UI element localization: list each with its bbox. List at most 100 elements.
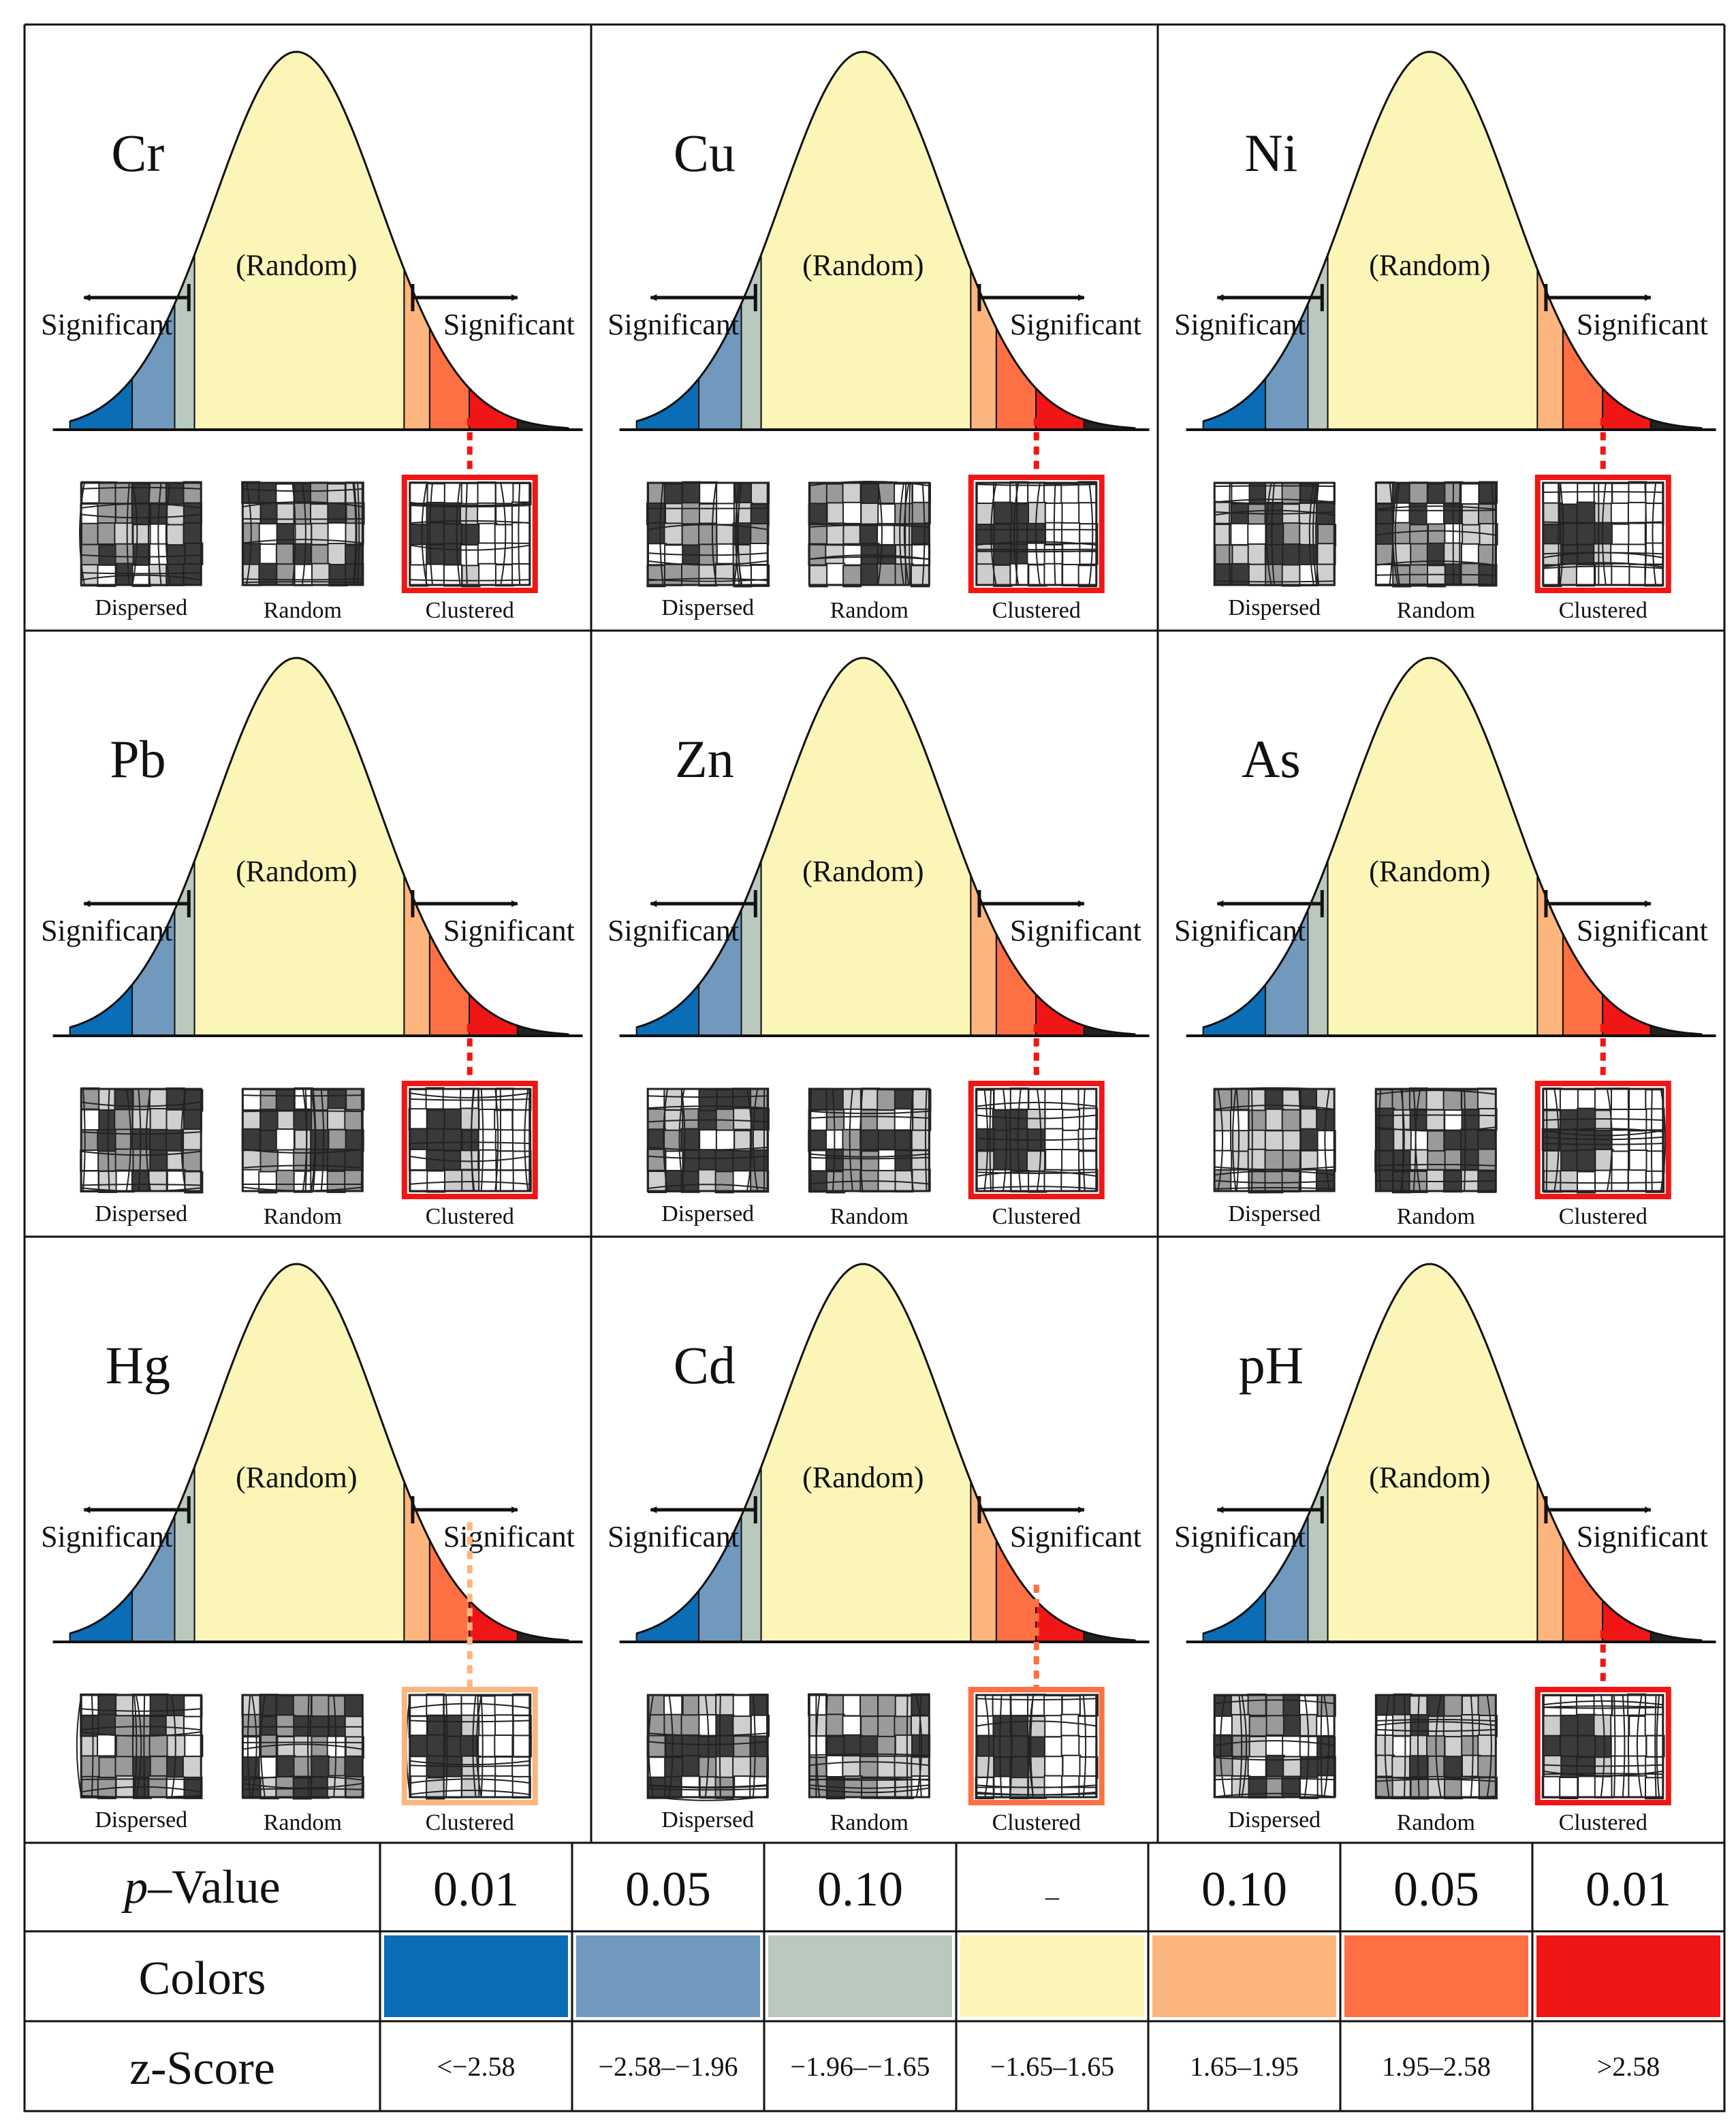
map-cell (98, 1756, 118, 1779)
map-cell (975, 1755, 995, 1778)
curve-region (970, 269, 997, 430)
map-cell (460, 482, 480, 505)
map-boundary (1543, 1136, 1663, 1141)
map-cell (1559, 1777, 1579, 1799)
map-cell (511, 1756, 531, 1779)
map-cell (1062, 1109, 1082, 1132)
map-cell (477, 542, 497, 565)
map-cell (1265, 1108, 1284, 1131)
dispersed-label: Dispersed (661, 1807, 754, 1833)
map-cell (326, 483, 346, 506)
map-boundary (1376, 1090, 1496, 1095)
map-frame (409, 1694, 531, 1799)
map-cell (259, 543, 279, 566)
map-cell (808, 1735, 828, 1758)
curve-region (970, 875, 997, 1036)
map-boundary (1622, 1694, 1626, 1798)
map-cell (277, 1736, 296, 1759)
map-boundary (138, 1088, 142, 1192)
map-frame (646, 1694, 769, 1799)
dispersed-label: Dispersed (95, 1201, 187, 1226)
map-boundary (976, 1101, 1096, 1107)
map-cell (311, 1694, 330, 1717)
map-cell (842, 1694, 862, 1717)
map-boundary (1543, 1182, 1663, 1184)
map-boundary (752, 1088, 759, 1192)
map-cell (1077, 1715, 1097, 1738)
map-cell (293, 1735, 313, 1758)
curve-region (1562, 934, 1604, 1036)
z-score-cell: −1.96–−1.65 (790, 2051, 930, 2082)
map-boundary (1082, 1088, 1086, 1192)
panel-zn: Zn (Random) Significant Significant Disperse… (607, 656, 1150, 1229)
map-boundary (809, 1753, 930, 1756)
map-cell (114, 482, 134, 505)
map-cell (1645, 1694, 1664, 1717)
map-boundary (909, 1088, 914, 1192)
map-cell (494, 1735, 514, 1757)
map-boundary (409, 503, 530, 507)
map-boundary (1464, 1088, 1466, 1192)
map-boundary (924, 1088, 928, 1192)
map-boundary (1030, 1694, 1034, 1798)
map-boundary (1035, 482, 1041, 586)
map-cell (808, 565, 828, 588)
map-boundary (1543, 1773, 1663, 1775)
map-cell (1264, 1130, 1284, 1153)
map-cell (494, 524, 514, 547)
map-cell (512, 1735, 532, 1758)
map-cell (860, 563, 880, 586)
map-cell (293, 502, 313, 525)
z-score-row-label: z-Score (129, 2042, 275, 2095)
map-boundary (1486, 1694, 1492, 1798)
map-cell (682, 481, 701, 504)
map-cell (825, 1755, 845, 1777)
map-cell (1009, 1148, 1030, 1171)
curve-region (970, 1481, 997, 1643)
map-cell (512, 1169, 532, 1192)
element-label: Zn (675, 729, 734, 789)
map-clustered (408, 1087, 532, 1193)
curve-region (428, 1540, 471, 1643)
map-cell (443, 543, 463, 566)
map-cell (311, 1735, 330, 1758)
map-cell (680, 1128, 700, 1151)
map-cell (808, 543, 827, 566)
map-cell (1645, 1756, 1664, 1779)
map-cell (1610, 1109, 1630, 1132)
map-cell (715, 1735, 735, 1758)
map-cell (1045, 1149, 1064, 1171)
clustered-highlight-box (401, 1081, 538, 1199)
map-boundary (246, 482, 252, 586)
map-cell (1061, 522, 1081, 545)
map-cell (808, 1756, 828, 1779)
clustered-highlight-box (968, 1687, 1105, 1805)
map-boundary (809, 1784, 930, 1789)
map-cell (148, 482, 168, 505)
map-cell (1427, 1129, 1447, 1152)
p-value-cell: 0.01 (433, 1862, 519, 1916)
map-boundary (648, 1184, 768, 1190)
color-swatch (576, 1935, 760, 2017)
map-cell (751, 481, 770, 505)
map-cell (443, 523, 463, 546)
map-boundary (247, 1694, 251, 1798)
map-cell (911, 1169, 931, 1192)
map-cell (1247, 523, 1267, 546)
map-boundary (1214, 1777, 1335, 1781)
map-boundary (1394, 482, 1400, 586)
map-cell (275, 543, 295, 566)
map-cell (80, 1693, 99, 1716)
map-boundary (1214, 1756, 1335, 1761)
map-boundary (409, 1098, 530, 1101)
clustered-label: Clustered (992, 598, 1081, 623)
map-frame (241, 1088, 364, 1192)
curve-region (635, 1589, 700, 1643)
map-cell (1479, 481, 1498, 504)
map-boundary (1214, 1170, 1335, 1176)
map-boundary (648, 1146, 768, 1151)
map-frame (975, 1694, 1098, 1799)
map-dispersed (1213, 1087, 1336, 1194)
map-cell (275, 1128, 295, 1151)
map-cell (877, 1755, 896, 1778)
